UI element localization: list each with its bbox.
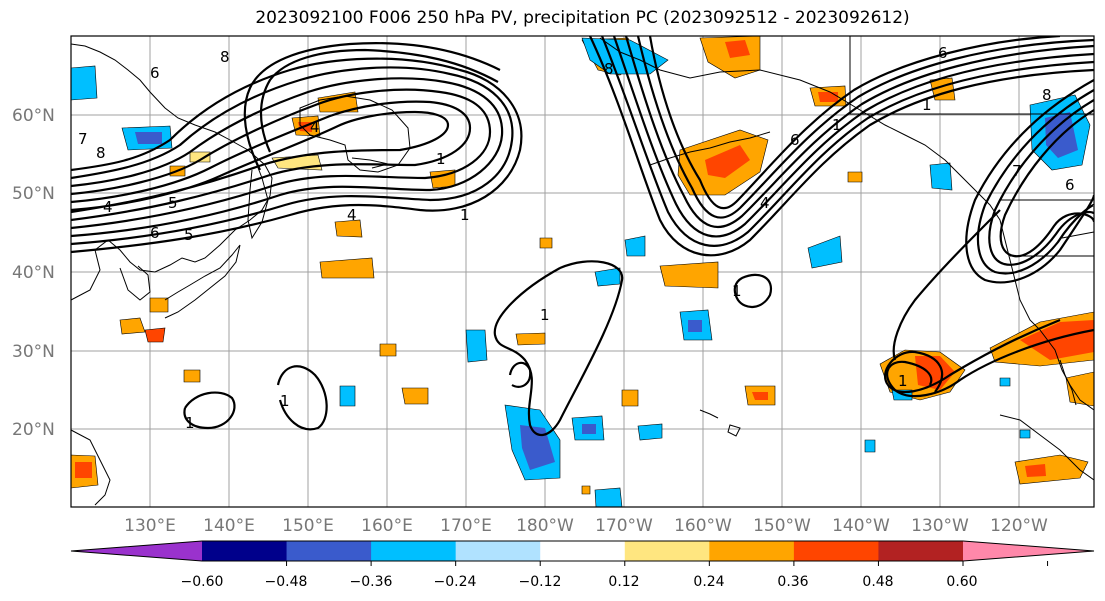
colorbar-tick-label: 0.60 [946, 574, 977, 590]
colorbar-tick-labels: −0.60 −0.48 −0.36 −0.24 −0.12 0.12 0.24 … [181, 574, 978, 590]
colorbar-tick-label: 0.48 [862, 574, 893, 590]
map-content: 8 6 7 8 4 5 6 5 4 1 4 1 8 6 1 4 1 8 6 7 … [71, 36, 1094, 507]
svg-text:1: 1 [922, 96, 932, 114]
svg-text:7: 7 [1012, 162, 1022, 180]
colorbar-segment [286, 541, 372, 561]
colorbar-segment [624, 541, 710, 561]
svg-text:8: 8 [220, 48, 230, 66]
colorbar-tick-label: 0.36 [777, 574, 808, 590]
svg-text:8: 8 [604, 60, 614, 78]
latitude-labels: 60°N 50°N 40°N 30°N 20°N [12, 106, 55, 440]
svg-text:6: 6 [150, 64, 160, 82]
colorbar-outline [70, 540, 1095, 562]
colorbar-tick-label: −0.60 [181, 574, 224, 590]
svg-text:6: 6 [1065, 176, 1075, 194]
svg-text:8: 8 [1042, 86, 1052, 104]
lat-label: 50°N [12, 184, 55, 204]
lon-label: 140°W [832, 516, 890, 536]
colorbar-tick-label: 0.12 [608, 574, 639, 590]
lon-label: 130°E [124, 516, 176, 536]
svg-text:4: 4 [347, 206, 357, 224]
svg-text:6: 6 [150, 224, 160, 242]
lon-label: 130°W [911, 516, 969, 536]
svg-text:5: 5 [184, 226, 194, 244]
lon-label: 160°W [674, 516, 732, 536]
map-frame [70, 35, 1095, 508]
lat-label: 40°N [12, 263, 55, 283]
lat-label: 60°N [12, 106, 55, 126]
svg-text:1: 1 [185, 414, 195, 432]
lon-label: 180°W [516, 516, 574, 536]
svg-text:1: 1 [832, 116, 842, 134]
colorbar-segment [709, 541, 795, 561]
svg-text:1: 1 [732, 282, 742, 300]
coastlines [71, 36, 1094, 506]
lon-label: 170°W [595, 516, 653, 536]
lon-label: 120°W [990, 516, 1048, 536]
colorbar-segment [455, 541, 541, 561]
colorbar [70, 540, 1095, 566]
svg-text:4: 4 [760, 194, 770, 212]
svg-text:6: 6 [790, 131, 800, 149]
colorbar-tick-label: −0.12 [519, 574, 562, 590]
svg-text:1: 1 [540, 306, 550, 324]
lon-label: 170°E [440, 516, 492, 536]
lon-label: 140°E [203, 516, 255, 536]
lat-label: 20°N [12, 420, 55, 440]
pv-contour-labels: 8 6 7 8 4 5 6 5 4 1 4 1 8 6 1 4 1 8 6 7 … [78, 44, 1075, 432]
colorbar-segment [540, 541, 626, 561]
lon-label: 160°E [361, 516, 413, 536]
svg-text:1: 1 [898, 372, 908, 390]
colorbar-extend-high [963, 541, 1094, 561]
colorbar-extend-low [71, 541, 202, 561]
lat-label: 30°N [12, 342, 55, 362]
svg-text:6: 6 [938, 44, 948, 62]
svg-text:1: 1 [436, 150, 446, 168]
svg-text:1: 1 [280, 392, 290, 410]
svg-text:4: 4 [310, 118, 320, 136]
svg-text:7: 7 [78, 130, 88, 148]
colorbar-tick-label: 0.24 [693, 574, 724, 590]
colorbar-segment [371, 541, 457, 561]
colorbar-tick-label: −0.24 [434, 574, 477, 590]
svg-text:4: 4 [103, 198, 113, 216]
map-title: 2023092100 F006 250 hPa PV, precipitatio… [255, 8, 910, 28]
colorbar-segment [202, 541, 288, 561]
svg-text:8: 8 [96, 144, 106, 162]
colorbar-segment [878, 541, 964, 561]
lon-label: 150°E [282, 516, 334, 536]
colorbar-tick-label: −0.36 [350, 574, 393, 590]
colorbar-tick-label: −0.48 [265, 574, 308, 590]
svg-text:1: 1 [460, 206, 470, 224]
pv-contours [71, 36, 1094, 436]
svg-text:5: 5 [168, 194, 178, 212]
lon-label: 150°W [753, 516, 811, 536]
colorbar-segment [793, 541, 879, 561]
longitude-labels: 130°E 140°E 150°E 160°E 170°E 180°W 170°… [124, 516, 1048, 536]
